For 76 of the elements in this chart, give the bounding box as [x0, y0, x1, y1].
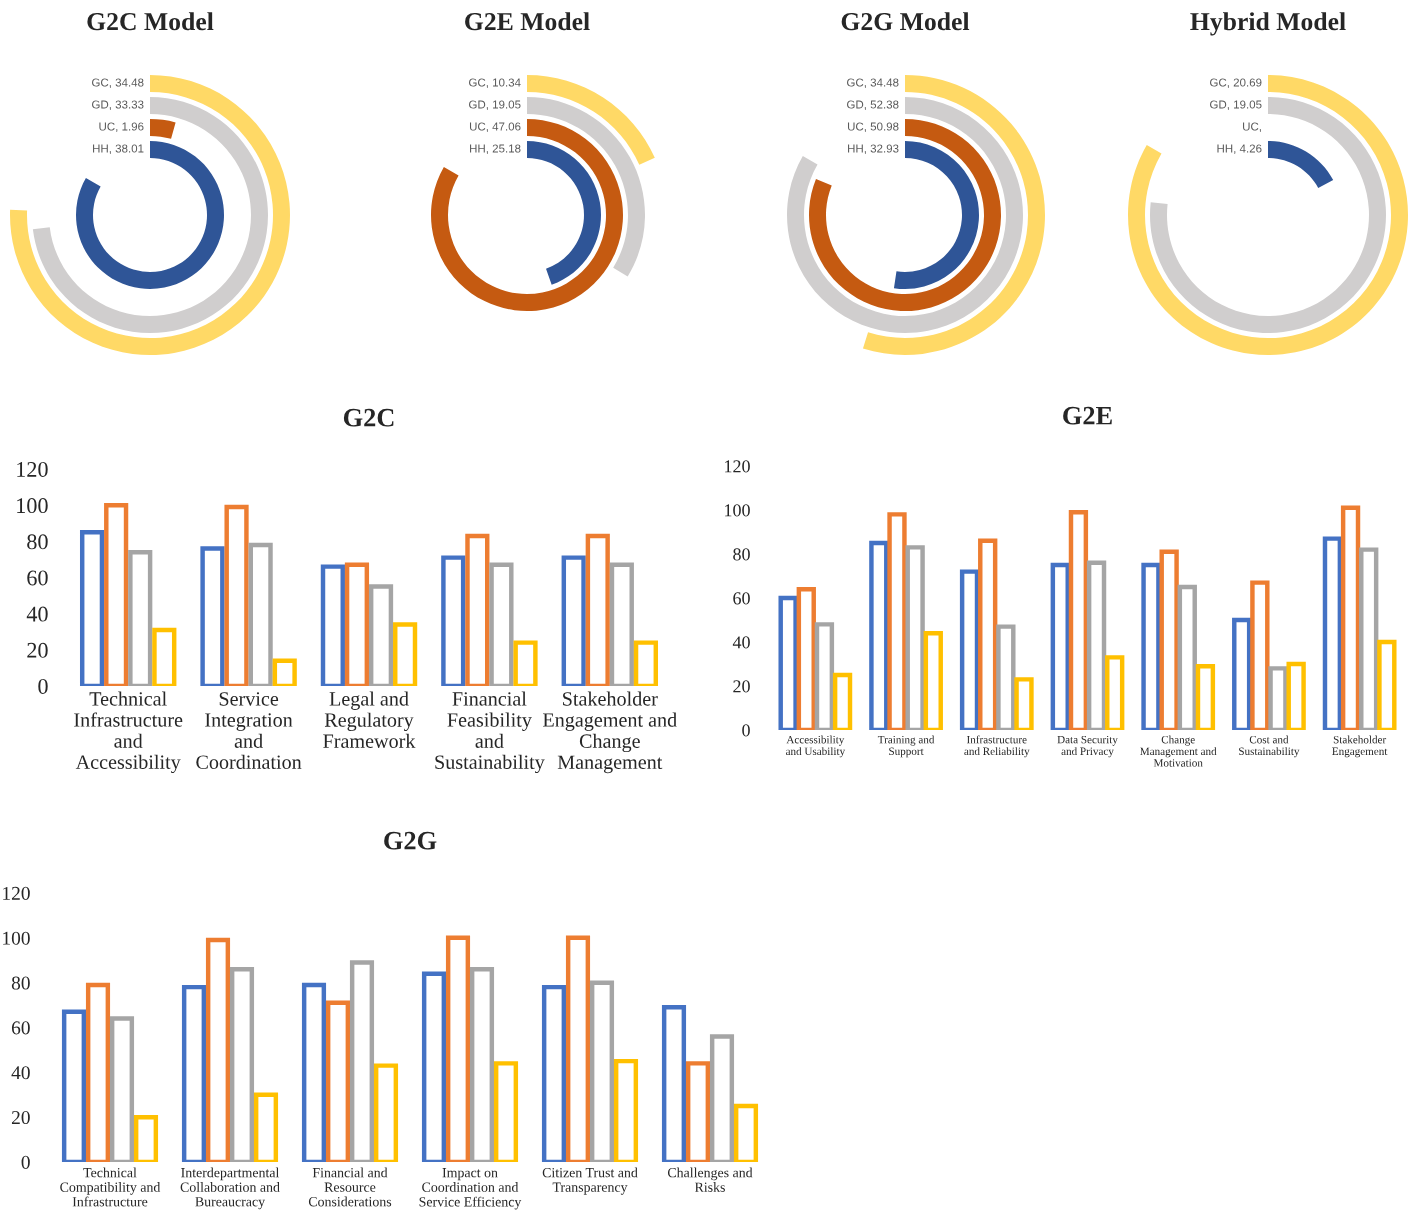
y-tick-label: 80	[27, 534, 48, 550]
x-tick-label: Interdepartmental Collaboration and Bureaucracy	[180, 1167, 280, 1210]
data-label: , 34.48	[864, 78, 899, 88]
category-label: HH	[848, 144, 863, 153]
data-label: , 52.38	[864, 100, 899, 110]
data-label: ,	[1259, 129, 1261, 132]
y-tick-label: 120	[725, 460, 750, 473]
category-label: GC	[1210, 78, 1227, 87]
text: G2C Model	[87, 12, 214, 31]
category-label: GD	[92, 100, 109, 109]
x-tick-label: Data Security and Privacy	[1057, 735, 1118, 758]
x-tick-label: Technical Compatibility and Infrastructure	[60, 1167, 161, 1207]
y-tick-label: 20	[11, 1110, 30, 1125]
y-tick-label: 0	[742, 724, 750, 737]
data-label: , 1.96	[116, 122, 144, 132]
data-label: , 10.34	[486, 78, 521, 88]
category-label: GC	[469, 78, 486, 87]
y-tick-label: 60	[27, 570, 48, 586]
category-label: UC	[1243, 122, 1259, 131]
data-label: , 4.26	[1234, 144, 1262, 154]
x-tick-label: Financial and Resource Considerations	[308, 1167, 392, 1207]
x-tick-label: Training and Support	[877, 735, 935, 758]
data-label: , 33.33	[109, 100, 144, 110]
category-label: HH	[1217, 144, 1233, 153]
y-tick-label: 40	[732, 636, 750, 649]
x-tick-label: Impact on Coordination and Service Efficiency	[419, 1168, 522, 1210]
category-label: UC	[99, 122, 115, 131]
x-tick-label: Stakeholder Engagement	[1332, 735, 1388, 758]
y-tick-label: 0	[21, 1155, 30, 1169]
category-label: GD	[1210, 100, 1227, 109]
y-tick-label: 100	[3, 931, 30, 945]
chart-title: G2C	[343, 408, 394, 427]
x-tick-label: Technical Infrastructure and Accessibility	[74, 691, 183, 774]
y-tick-label: 120	[3, 886, 30, 900]
category-label: GD	[469, 100, 486, 109]
data-label: , 25.18	[486, 144, 521, 154]
category-label: UC	[847, 122, 864, 131]
data-label: , 47.06	[486, 122, 521, 132]
y-tick-label: 80	[733, 548, 750, 561]
category-label: HH	[470, 144, 485, 153]
y-tick-label: 60	[733, 592, 750, 605]
y-tick-label: 0	[38, 678, 48, 694]
x-tick-label: Service Integration and Coordination	[196, 692, 302, 769]
data-label: , 20.69	[1227, 78, 1262, 88]
y-tick-label: 40	[11, 1066, 30, 1080]
data-label: , 32.93	[864, 144, 899, 154]
data-label: , 38.01	[109, 144, 144, 154]
category-label: UC	[469, 122, 486, 131]
y-tick-label: 20	[733, 680, 750, 693]
x-tick-label: Legal and Regulatory Framework	[323, 691, 416, 748]
x-tick-label: Change Management and Motivation	[1140, 735, 1217, 767]
category-label: GD	[847, 100, 864, 109]
y-tick-label: 120	[17, 461, 48, 477]
y-tick-label: 60	[11, 1021, 30, 1035]
category-label: GC	[92, 78, 109, 87]
data-label: , 50.98	[864, 122, 899, 132]
x-tick-label: Challenges and Risks	[667, 1167, 753, 1192]
chart-title: G2E	[1063, 406, 1112, 425]
data-label: , 19.05	[486, 100, 521, 110]
text: Hybrid Model	[1190, 12, 1346, 36]
x-tick-label: Citizen Trust and Transparency	[542, 1167, 638, 1195]
category-label: GC	[847, 78, 864, 87]
data-label: , 19.05	[1227, 100, 1262, 110]
y-tick-label: 20	[27, 642, 48, 658]
y-tick-label: 100	[17, 498, 48, 514]
y-tick-label: 40	[26, 606, 48, 622]
category-label: HH	[93, 144, 108, 153]
y-tick-label: 80	[11, 976, 30, 990]
x-tick-label: Cost and Sustainability	[1239, 735, 1300, 758]
y-tick-label: 100	[725, 504, 750, 517]
chart-title: G2G	[384, 831, 437, 850]
data-label: , 34.48	[109, 78, 144, 88]
x-tick-label: Infrastructure and Reliability	[964, 735, 1030, 758]
text: G2E Model	[465, 12, 590, 31]
text: G2G Model	[841, 12, 970, 31]
x-tick-label: Accessibility and Usability	[785, 735, 846, 758]
